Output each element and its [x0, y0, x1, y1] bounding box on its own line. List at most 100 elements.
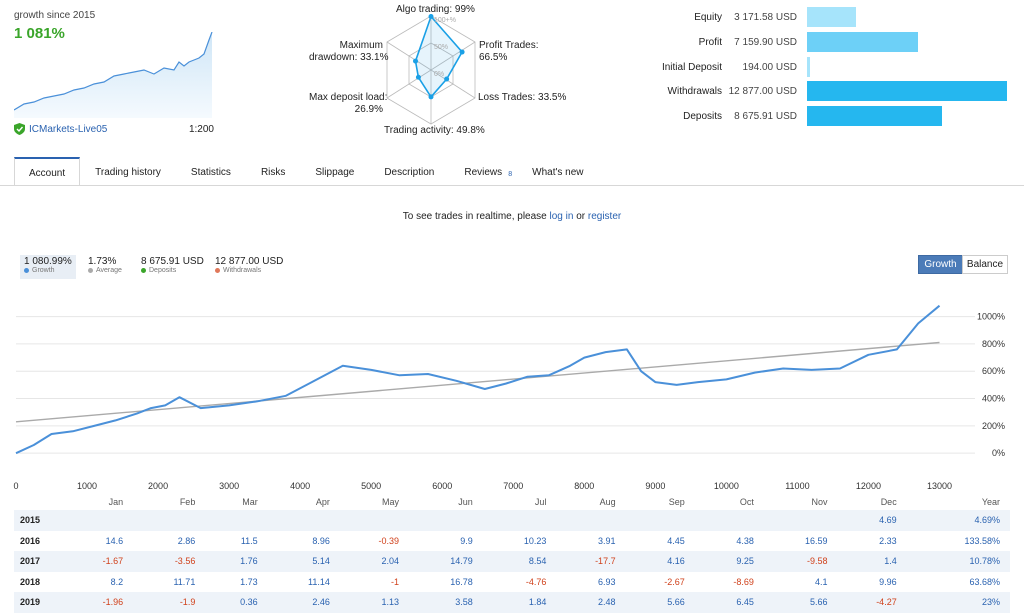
x-tick-label: 0 [13, 481, 18, 491]
growth-sparkline [14, 32, 213, 118]
return-cell: -9.58 [763, 551, 838, 572]
radar-label-algo: Algo trading: 99% [396, 4, 475, 15]
return-cell: 14.79 [409, 551, 483, 572]
return-cell: -4.27 [837, 592, 907, 613]
return-cell [267, 510, 340, 531]
return-cell: -4.76 [525, 576, 547, 587]
return-cell: 6.45 [694, 592, 764, 613]
return-cell: 16.59 [805, 535, 828, 546]
year-cell: 2019 [14, 592, 64, 613]
register-link[interactable]: register [587, 211, 622, 222]
tab-trading-history[interactable]: Trading history [80, 157, 176, 186]
return-cell: 14.6 [105, 535, 124, 546]
balance-bar [807, 81, 1007, 101]
tab-reviews[interactable]: Reviews 8 [449, 157, 517, 186]
tab-label: Description [384, 167, 435, 178]
return-cell: -3.56 [133, 551, 206, 572]
month-header: Dec [880, 497, 897, 507]
stat-growth[interactable]: 1 080.99% Growth [20, 255, 76, 279]
return-cell: 4.45 [667, 535, 685, 546]
return-cell: 1.84 [482, 592, 557, 613]
stat-withdrawals[interactable]: 12 877.00 USD Withdrawals [211, 255, 287, 279]
radar-point-profit_trades [459, 49, 465, 55]
return-cell: 8.54 [482, 551, 557, 572]
balance-row: Profit 7 159.90 USD [640, 32, 1020, 52]
stat-average[interactable]: 1.73% Average [84, 255, 126, 279]
broker-link[interactable]: ICMarkets-Live05 [29, 123, 108, 135]
x-tick-label: 7000 [503, 481, 523, 491]
stat-deposits[interactable]: 8 675.91 USD Deposits [137, 255, 208, 279]
return-cell: 1.4 [837, 551, 907, 572]
return-cell: 0.36 [205, 592, 268, 613]
radar-scale-min: 0% [434, 71, 444, 78]
x-tick-label: 12000 [856, 481, 881, 491]
tab-slippage[interactable]: Slippage [300, 157, 369, 186]
realtime-notice: To see trades in realtime, please log in… [0, 211, 1024, 222]
login-link[interactable]: log in [549, 211, 574, 222]
stat-legend: Average [88, 267, 122, 274]
tab-risks[interactable]: Risks [246, 157, 300, 186]
return-cell: -2.67 [664, 576, 685, 587]
balance-bar [807, 106, 942, 126]
tab-what-s-new[interactable]: What's new [517, 157, 598, 186]
month-header: Jul [534, 497, 547, 507]
balance-label: Initial Deposit [661, 61, 722, 73]
legend-dot-icon [88, 268, 93, 273]
return-cell: 11.14 [308, 576, 330, 587]
stat-label: Growth [32, 267, 55, 274]
tab-bar: Account Trading history Statistics Risks Sli… [14, 157, 599, 186]
tab-statistics[interactable]: Statistics [176, 157, 246, 186]
return-cell: 1.73 [240, 576, 258, 587]
legend-dot-icon [141, 268, 146, 273]
shield-check-icon [14, 123, 25, 135]
tab-account[interactable]: Account [14, 157, 81, 186]
growth-series-line [15, 304, 941, 455]
return-cell [339, 510, 410, 531]
x-tick-label: 11000 [785, 481, 809, 491]
return-cell: -1.9 [133, 592, 206, 613]
return-cell: 4.69 [837, 510, 907, 531]
tab-description[interactable]: Description [369, 157, 449, 186]
y-tick-label: 200% [982, 421, 1005, 431]
balance-bar [807, 32, 919, 52]
month-header: Oct [739, 497, 754, 507]
return-cell: 8.2 [110, 576, 124, 587]
tab-badge: 8 [508, 171, 513, 178]
growth-chart: 0% 200% 400% 600% 800% 1000% 0 1000 2000 3000 4000… [13, 304, 1005, 491]
balance-row: Deposits 8 675.91 USD [640, 106, 1020, 126]
return-cell: -1 [391, 576, 400, 587]
x-tick-label: 5000 [361, 481, 381, 491]
return-cell: 11.71 [173, 576, 196, 587]
radar-point-loss_trades [444, 76, 450, 82]
tab-label: Trading history [95, 167, 161, 178]
balance-value: 8 675.91 USD [734, 110, 797, 122]
balance-label: Deposits [683, 110, 722, 122]
year-cell: 2017 [14, 551, 64, 572]
radar-label-activity: Trading activity: 49.8% [384, 125, 485, 136]
x-tick-label: 6000 [432, 481, 452, 491]
month-header: Apr [315, 497, 330, 507]
x-tick-label: 1000 [77, 481, 97, 491]
radar-scale-mid: 50% [434, 44, 448, 51]
month-header: Year [981, 497, 1000, 507]
return-cell: 1.76 [205, 551, 268, 572]
return-cell: -1.96 [64, 592, 134, 613]
return-cell: 4.69% [906, 510, 1010, 531]
month-header: Aug [599, 497, 616, 507]
return-cell: -0.39 [378, 535, 400, 546]
return-cell: 6.93 [598, 576, 616, 587]
tab-label: Slippage [315, 167, 355, 178]
table-row: 2019 -1.96 -1.9 0.36 2.46 1.13 3.58 1.84 2.48 5.6… [14, 592, 1010, 613]
return-cell: 16.78 [450, 576, 473, 587]
return-cell: 9.25 [694, 551, 764, 572]
month-header: Mar [242, 497, 258, 507]
return-cell: 3.58 [409, 592, 483, 613]
balance-toggle-button[interactable]: Balance [962, 255, 1008, 274]
return-cell: -1.67 [64, 551, 134, 572]
growth-toggle-button[interactable]: Growth [918, 255, 963, 274]
balance-label: Profit [698, 36, 722, 48]
table-row: 2015 4.69 4.69% [14, 510, 1010, 531]
radar-scale-max: 100+% [434, 17, 456, 24]
year-cell: 2016 [20, 535, 41, 546]
tab-label: Risks [260, 167, 286, 178]
